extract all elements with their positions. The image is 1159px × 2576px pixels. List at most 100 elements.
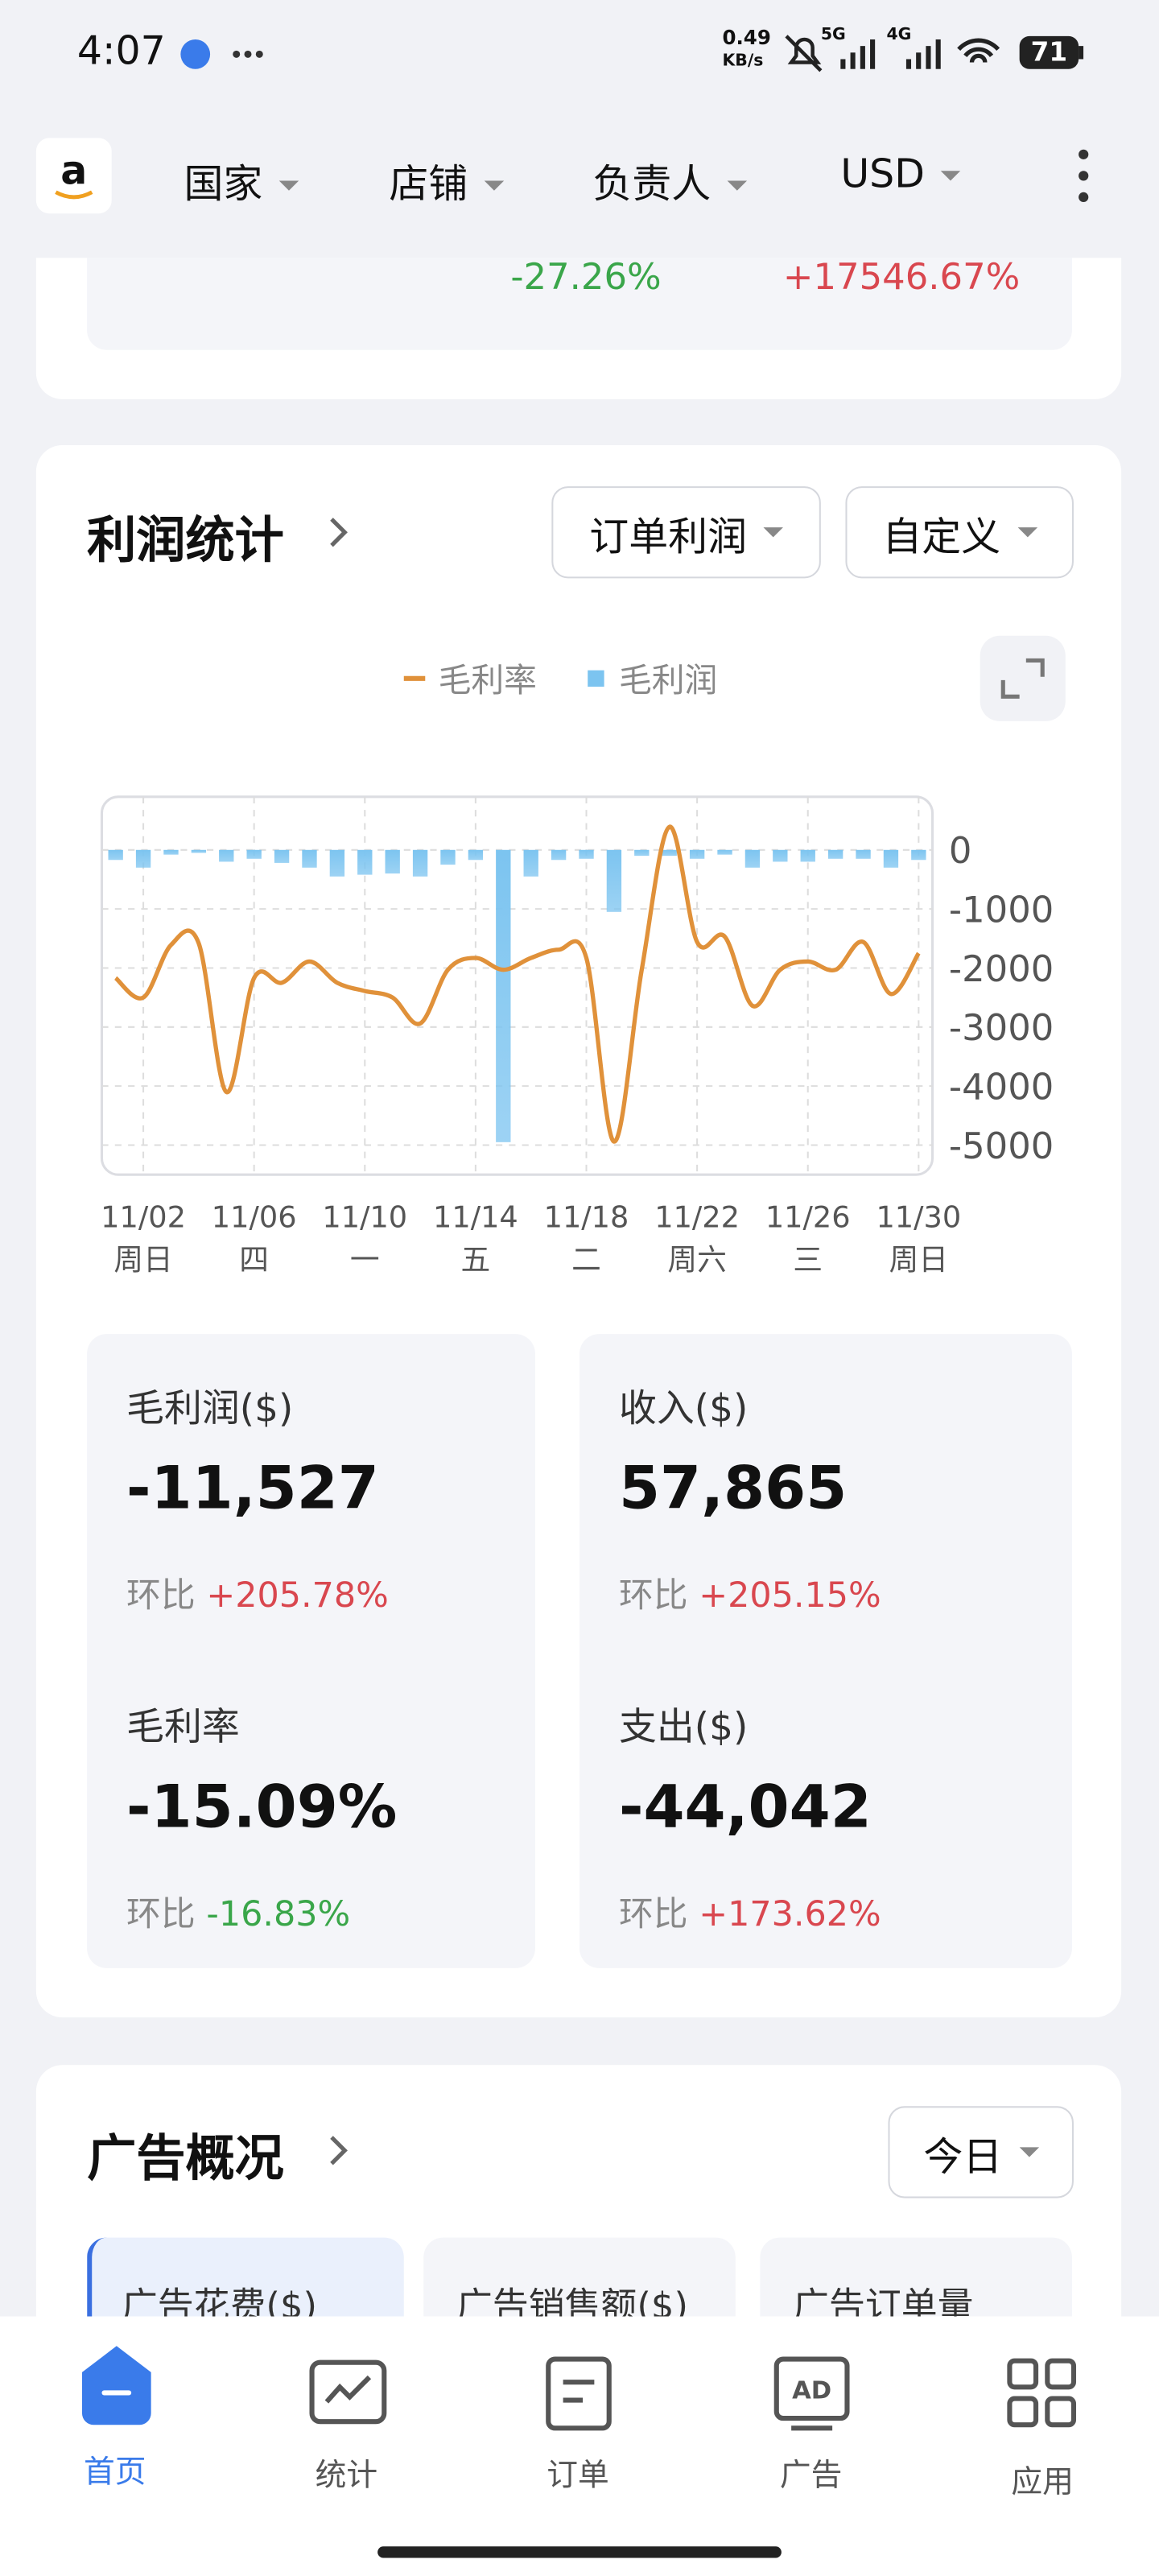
dropdown[interactable]: 今日 bbox=[888, 2106, 1074, 2198]
home-icon[interactable] bbox=[81, 2346, 151, 2425]
caret bbox=[1017, 527, 1037, 538]
nav-label[interactable]: 应用 bbox=[1011, 2464, 1074, 2501]
metric-compare: 环比 -16.83% bbox=[126, 1888, 350, 1937]
dropdown[interactable]: 自定义 bbox=[845, 486, 1074, 579]
status-icons-left bbox=[180, 39, 263, 69]
clock: 4:07 bbox=[76, 27, 166, 74]
x-tick-label: 11/10 bbox=[322, 1199, 407, 1234]
metric-compare: 环比 +205.78% bbox=[126, 1569, 389, 1618]
filter-label: 店铺 bbox=[389, 160, 468, 208]
nav-label[interactable]: 首页 bbox=[83, 2454, 146, 2491]
filter-button[interactable]: 国家 bbox=[184, 151, 299, 208]
summary-box bbox=[87, 258, 1072, 350]
bar bbox=[744, 849, 761, 868]
line bbox=[113, 824, 921, 1144]
status-icons-right bbox=[785, 35, 1084, 72]
bar bbox=[856, 849, 871, 859]
y-tick-label: 0 bbox=[949, 829, 972, 872]
caret bbox=[1018, 2147, 1039, 2157]
legend-label: 毛利润 bbox=[619, 661, 717, 700]
metric-value: 57,865 bbox=[618, 1455, 848, 1523]
bar bbox=[219, 849, 234, 862]
metric-compare: 环比 +173.62% bbox=[619, 1888, 881, 1937]
expand-button[interactable] bbox=[980, 635, 1066, 721]
bar bbox=[329, 849, 345, 877]
bar bbox=[440, 849, 456, 865]
legend-swatch bbox=[588, 670, 604, 687]
bar bbox=[468, 849, 484, 861]
section-title[interactable]: 利润统计 bbox=[87, 512, 284, 571]
chevron bbox=[330, 2136, 348, 2165]
bar bbox=[302, 849, 317, 868]
compare-label: 环比 bbox=[126, 1894, 196, 1934]
bar bbox=[274, 849, 290, 863]
x-tick-sublabel: 周六 bbox=[667, 1243, 726, 1278]
bar bbox=[773, 849, 788, 862]
net-speed-unit: KB/s bbox=[722, 52, 764, 71]
bar bbox=[163, 849, 179, 855]
bar bbox=[911, 849, 926, 861]
x-tick-label: 11/30 bbox=[876, 1199, 961, 1234]
bar bbox=[523, 849, 538, 877]
x-tick-sublabel: 一 bbox=[350, 1243, 380, 1278]
section-title[interactable]: 广告概况 bbox=[87, 2130, 284, 2189]
bar bbox=[606, 849, 622, 912]
network-label: 5G bbox=[820, 26, 846, 45]
apps-icon[interactable] bbox=[1007, 2358, 1039, 2390]
x-tick-label: 11/02 bbox=[101, 1199, 186, 1234]
x-tick-label: 11/06 bbox=[212, 1199, 297, 1234]
compare-label: 环比 bbox=[618, 1575, 688, 1616]
store-logo[interactable]: a bbox=[35, 138, 112, 214]
metric-compare: 环比 +205.15% bbox=[619, 1569, 881, 1618]
home-indicator bbox=[377, 2546, 782, 2558]
caret bbox=[763, 527, 783, 538]
compare-value: +205.78% bbox=[206, 1575, 389, 1616]
compare-value: -16.83% bbox=[206, 1894, 351, 1934]
dropdown[interactable]: 订单利润 bbox=[551, 486, 821, 579]
filter-label: USD bbox=[840, 151, 925, 197]
metric-label: 毛利润($) bbox=[126, 1388, 294, 1431]
ads-icon[interactable] bbox=[773, 2356, 850, 2421]
metric-label: 毛利率 bbox=[126, 1707, 240, 1750]
change-value: -27.26% bbox=[510, 258, 662, 299]
filter-button[interactable]: 店铺 bbox=[389, 151, 505, 208]
metric-value: -44,042 bbox=[618, 1774, 872, 1842]
bar bbox=[246, 849, 262, 859]
bar bbox=[135, 849, 151, 868]
svg-text:a: a bbox=[60, 148, 87, 194]
battery-level: 71 bbox=[1030, 35, 1068, 68]
stats-icon[interactable] bbox=[309, 2359, 387, 2425]
x-tick-label: 11/26 bbox=[765, 1199, 851, 1234]
filter-button[interactable]: USD bbox=[840, 151, 961, 197]
caret bbox=[278, 180, 299, 191]
bar bbox=[551, 849, 567, 861]
ads-icon-text: AD bbox=[792, 2377, 831, 2405]
net-speed: 0.49 bbox=[722, 26, 771, 50]
compare-value: +173.62% bbox=[699, 1894, 881, 1934]
x-tick-sublabel: 三 bbox=[793, 1243, 823, 1278]
bar bbox=[357, 849, 373, 875]
bar bbox=[717, 849, 732, 855]
x-tick-sublabel: 四 bbox=[239, 1243, 269, 1278]
caret bbox=[941, 171, 961, 181]
x-tick-sublabel: 五 bbox=[461, 1243, 491, 1278]
bar bbox=[108, 849, 123, 861]
filter-button[interactable]: 负责人 bbox=[592, 151, 748, 208]
metric-box bbox=[87, 1334, 535, 1968]
bar bbox=[689, 849, 705, 859]
metric-value: -11,527 bbox=[126, 1455, 379, 1523]
y-tick-label: -3000 bbox=[949, 1006, 1054, 1049]
caret bbox=[727, 180, 748, 191]
nav-label[interactable]: 统计 bbox=[315, 2458, 378, 2494]
nav-label[interactable]: 订单 bbox=[547, 2458, 609, 2494]
x-tick-sublabel: 二 bbox=[571, 1243, 601, 1278]
more-menu[interactable] bbox=[1067, 145, 1100, 211]
chart: 毛利率 毛利润 0 -1000 -2000 -3000 -4000 -5000 11/02 周日 1… bbox=[100, 661, 1054, 1278]
bar bbox=[385, 849, 400, 874]
filter-label: 负责人 bbox=[592, 160, 711, 208]
orders-icon[interactable] bbox=[546, 2356, 612, 2431]
bar bbox=[800, 849, 815, 862]
dropdown-label: 今日 bbox=[923, 2132, 1003, 2180]
nav-label[interactable]: 广告 bbox=[779, 2458, 843, 2494]
